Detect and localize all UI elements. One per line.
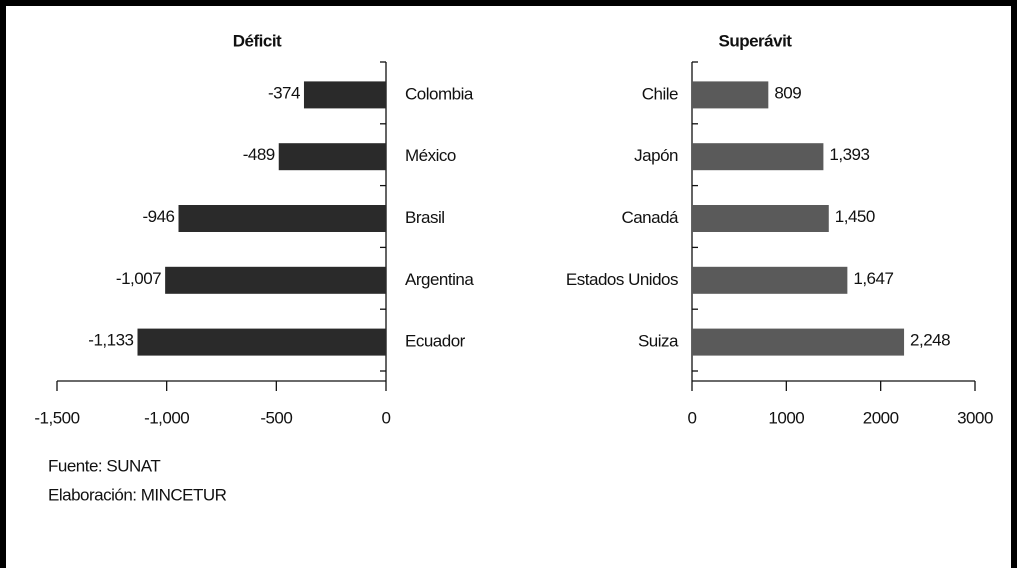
bar bbox=[692, 143, 824, 171]
x-tick-label: 3000 bbox=[957, 408, 993, 427]
x-tick-label: -1,000 bbox=[144, 408, 189, 427]
chart-title: Déficit bbox=[233, 31, 282, 50]
value-label: -489 bbox=[243, 145, 275, 164]
category-label: Colombia bbox=[405, 84, 474, 103]
value-label: -1,133 bbox=[88, 331, 133, 350]
category-label: Chile bbox=[642, 84, 678, 103]
chart-title: Superávit bbox=[719, 31, 793, 50]
value-label: 2,248 bbox=[910, 331, 950, 350]
value-label: -1,007 bbox=[116, 269, 161, 288]
bar bbox=[692, 205, 829, 232]
value-label: -946 bbox=[142, 207, 174, 226]
value-label: 1,450 bbox=[835, 207, 875, 226]
bar bbox=[303, 81, 386, 109]
credit-note: Elaboración: MINCETUR bbox=[48, 485, 227, 504]
source-note: Fuente: SUNAT bbox=[48, 456, 160, 475]
bar bbox=[692, 328, 905, 356]
category-label: México bbox=[405, 146, 456, 165]
category-label: Canadá bbox=[621, 208, 679, 227]
x-tick-label: -500 bbox=[260, 408, 292, 427]
category-label: Argentina bbox=[405, 270, 474, 289]
x-tick-label: -1,500 bbox=[34, 408, 79, 427]
bar bbox=[692, 266, 848, 294]
category-label: Suiza bbox=[638, 332, 679, 351]
category-label: Brasil bbox=[405, 208, 445, 227]
category-label: Japón bbox=[634, 146, 678, 165]
value-label: 809 bbox=[774, 83, 801, 102]
bar bbox=[165, 266, 386, 294]
x-tick-label: 2000 bbox=[863, 408, 899, 427]
bar bbox=[278, 143, 386, 171]
value-label: -374 bbox=[268, 83, 300, 102]
value-label: 1,647 bbox=[853, 269, 893, 288]
x-tick-label: 0 bbox=[382, 408, 391, 427]
bar bbox=[178, 205, 386, 232]
category-label: Estados Unidos bbox=[566, 270, 678, 289]
bar bbox=[137, 328, 386, 356]
x-tick-label: 0 bbox=[688, 408, 697, 427]
value-label: 1,393 bbox=[829, 145, 869, 164]
category-label: Ecuador bbox=[405, 332, 466, 351]
bar bbox=[692, 81, 769, 109]
x-tick-label: 1000 bbox=[768, 408, 804, 427]
